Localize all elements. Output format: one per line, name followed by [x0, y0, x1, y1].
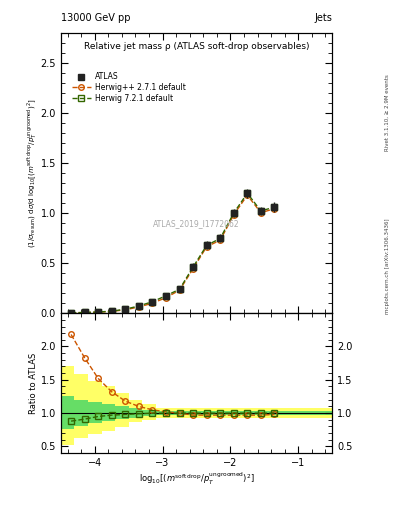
- Text: Jets: Jets: [314, 13, 332, 23]
- Text: mcplots.cern.ch [arXiv:1306.3436]: mcplots.cern.ch [arXiv:1306.3436]: [385, 219, 389, 314]
- Y-axis label: Ratio to ATLAS: Ratio to ATLAS: [29, 353, 38, 414]
- Y-axis label: $(1/\sigma_\mathrm{resum})$ d$\sigma$/d log$_{10}$[$(m^\mathrm{soft\,drop}/p_T^\: $(1/\sigma_\mathrm{resum})$ d$\sigma$/d …: [26, 98, 39, 248]
- X-axis label: log$_{10}$[$(m^\mathrm{soft\,drop}/p_T^\mathrm{ungroomed})^2$]: log$_{10}$[$(m^\mathrm{soft\,drop}/p_T^\…: [139, 471, 254, 487]
- Legend: ATLAS, Herwig++ 2.7.1 default, Herwig 7.2.1 default: ATLAS, Herwig++ 2.7.1 default, Herwig 7.…: [70, 71, 187, 104]
- Text: Rivet 3.1.10, ≥ 2.9M events: Rivet 3.1.10, ≥ 2.9M events: [385, 74, 389, 151]
- Text: ATLAS_2019_I1772062: ATLAS_2019_I1772062: [153, 219, 240, 228]
- Text: Relative jet mass ρ (ATLAS soft-drop observables): Relative jet mass ρ (ATLAS soft-drop obs…: [84, 41, 309, 51]
- Text: 13000 GeV pp: 13000 GeV pp: [61, 13, 130, 23]
